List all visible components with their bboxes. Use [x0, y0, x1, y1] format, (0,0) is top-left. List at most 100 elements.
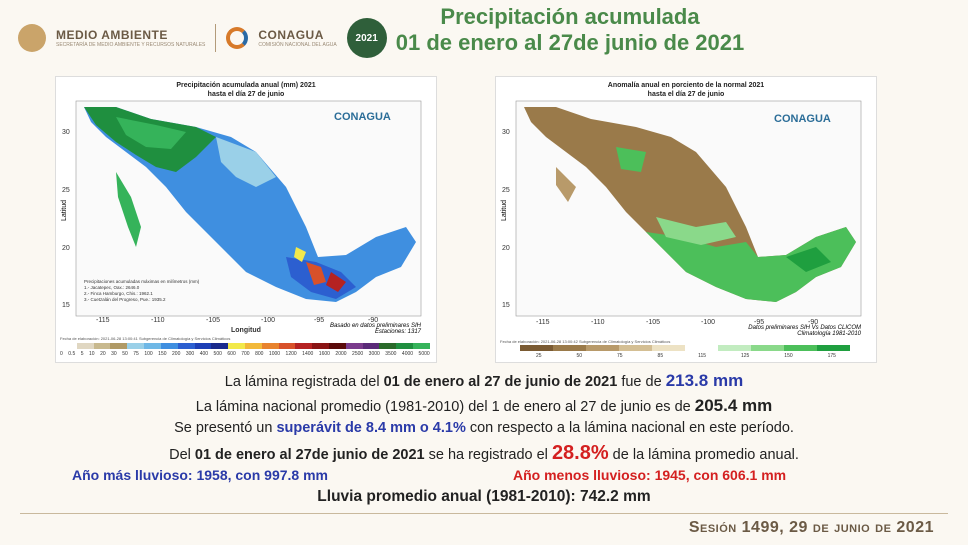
colorbar-swatch: [261, 343, 279, 349]
right-lon-tick: -95: [754, 319, 765, 326]
left-map-notes: Basado en datos preliminares SIH Estacio…: [330, 323, 421, 335]
left-map-note2: Estaciones: 1317: [374, 329, 421, 335]
right-map-subtitle: hasta el día 27 de junio: [647, 91, 725, 98]
right-lat-tick: 15: [502, 302, 510, 309]
colorbar-tick: 1200: [285, 351, 297, 357]
colorbar-swatch: [652, 345, 685, 351]
colorbar-tick: 4000: [401, 351, 414, 357]
recorded-rainfall-value: 213.8 mm: [665, 371, 744, 390]
colorbar-swatch: [211, 343, 229, 349]
summary-line-1: La lámina registrada del 01 de enero al …: [0, 371, 968, 391]
legend-item: 3.- Cuetzalán del Progreso, Pue.: 1935.2: [84, 297, 166, 302]
colorbar-swatch: [362, 343, 380, 349]
left-lat-tick: 15: [62, 302, 70, 309]
colorbar-swatch: [228, 343, 245, 349]
right-colorbar: [520, 345, 850, 351]
text-fragment: La lámina registrada del: [224, 374, 384, 390]
right-lon-tick: -105: [646, 319, 661, 326]
right-lon-tick: -100: [701, 319, 716, 326]
average-rainfall-value: 205.4 mm: [694, 396, 773, 415]
colorbar-tick: 10: [89, 351, 95, 357]
session-footer: Sesión 1499, 29 de junio de 2021: [688, 519, 934, 536]
colorbar-tick: 100: [144, 351, 153, 357]
colorbar-tick: 1600: [318, 351, 330, 357]
colorbar-swatch: [586, 345, 619, 351]
conagua-logo: CONAGUA COMISIÓN NACIONAL DEL AGUA: [258, 28, 336, 48]
colorbar-tick: 50: [576, 353, 583, 359]
colorbar-tick: 30: [111, 351, 117, 357]
left-map-footer: Fecha de elaboración: 2021-06-28 13:00:4…: [60, 336, 231, 341]
conagua-logo-text: CONAGUA: [258, 28, 324, 42]
colorbar-tick: 125: [741, 353, 750, 359]
colorbar-swatch: [194, 343, 212, 349]
left-lon-tick: -115: [96, 317, 110, 324]
colorbar-swatch: [396, 343, 414, 349]
surplus-value: superávit de 8.4 mm o 4.1%: [276, 420, 466, 436]
colorbar-swatch: [93, 343, 111, 349]
driest-year-text: Año menos lluvioso: 1945, con 606.1 mm: [513, 467, 787, 483]
text-fragment: Del: [169, 447, 195, 463]
right-map-footer: Fecha de elaboración: 2021-06-28 13:00:4…: [500, 339, 671, 344]
left-colorbar: [60, 343, 430, 349]
text-fragment: 01 de enero al 27 de junio de 2021: [383, 374, 618, 390]
colorbar-tick: 2000: [335, 351, 347, 357]
left-lat-tick: 20: [62, 245, 70, 252]
right-map-note1: Datos preliminares SIH Vs Datos CLICOM: [748, 325, 861, 331]
summary-line-3: Se presentó un superávit de 8.4 mm o 4.1…: [0, 420, 968, 436]
colorbar-tick: 150: [784, 353, 793, 359]
colorbar-swatch: [379, 343, 397, 349]
colorbar-tick: 600: [227, 351, 236, 357]
colorbar-swatch: [718, 345, 751, 351]
right-lat-tick: 25: [502, 187, 510, 194]
left-map-ylabel: Latitud: [61, 200, 68, 221]
right-map-note2: Climatología 1981-2010: [797, 331, 861, 337]
left-colorbar-ticks: 0 0.5 5 10 20 30 50 75 100 150 200 300 400 500 600 700 8…: [60, 351, 430, 357]
colorbar-swatch: [329, 343, 346, 349]
colorbar-tick: 3000: [368, 351, 380, 357]
colorbar-tick: 0: [60, 351, 63, 357]
colorbar-swatch: [144, 343, 161, 349]
colorbar-swatch: [751, 345, 784, 351]
colorbar-swatch: [413, 343, 430, 349]
left-map-conagua-brand: CONAGUA: [334, 111, 391, 123]
colorbar-swatch: [244, 343, 262, 349]
colorbar-swatch: [127, 343, 145, 349]
right-lon-tick: -110: [591, 319, 605, 326]
colorbar-tick: 1000: [268, 351, 281, 357]
right-map-ylabel: Latitud: [501, 200, 508, 221]
colorbar-tick: 5: [80, 351, 84, 357]
page-title-line1: Precipitación acumulada: [440, 4, 700, 29]
left-map-subtitle: hasta el día 27 de junio: [207, 91, 285, 98]
right-lon-tick: -115: [536, 319, 550, 326]
colorbar-tick: 1400: [302, 351, 314, 357]
legend-item: 1.- Jacatepec, Oax.: 2646.0: [84, 285, 140, 290]
colorbar-tick: 2500: [352, 351, 364, 357]
right-lat-tick: 30: [502, 129, 510, 136]
colorbar-swatch: [345, 343, 363, 349]
colorbar-tick: 500: [213, 351, 222, 357]
left-lat-tick: 30: [62, 129, 70, 136]
summary-line-2: La lámina nacional promedio (1981-2010) …: [0, 396, 968, 416]
wettest-year-text: Año más lluvioso: 1958, con 997.8 mm: [72, 467, 328, 483]
colorbar-swatch: [520, 345, 553, 351]
semarnat-logo: MEDIO AMBIENTE SECRETARÍA DE MEDIO AMBIE…: [56, 28, 205, 48]
colorbar-tick: 3500: [385, 351, 397, 357]
left-map-note1: Basado en datos preliminares SIH: [329, 323, 421, 329]
left-map-graphic: Latitud: [61, 100, 422, 317]
header-logos: MEDIO AMBIENTE SECRETARÍA DE MEDIO AMBIE…: [18, 18, 387, 58]
text-fragment: de la lámina promedio anual.: [608, 447, 799, 463]
annual-average-text: Lluvia promedio anual (1981-2010): 742.2…: [317, 488, 651, 505]
precipitation-anomaly-map: Anomalía anual en porciento de la normal…: [495, 76, 877, 363]
legend-item: 2.- Finca Hamburgo, Chis.: 1962.1: [84, 291, 153, 296]
conagua-logo-subtext: COMISIÓN NACIONAL DEL AGUA: [258, 42, 337, 48]
semarnat-logo-subtext: SECRETARÍA DE MEDIO AMBIENTE Y RECURSOS …: [56, 42, 206, 48]
left-map-title: Precipitación acumulada anual (mm) 2021: [176, 82, 316, 89]
colorbar-tick: 50: [122, 351, 128, 357]
mexico-seal-icon: [18, 24, 46, 52]
text-fragment: fue de: [617, 374, 666, 390]
colorbar-tick: 300: [185, 351, 195, 357]
colorbar-swatch: [619, 345, 652, 351]
left-lon-tick: -90: [368, 317, 379, 324]
right-map-notes: Datos preliminares SIH Vs Datos CLICOM C…: [748, 325, 861, 337]
colorbar-tick: 200: [172, 351, 181, 357]
